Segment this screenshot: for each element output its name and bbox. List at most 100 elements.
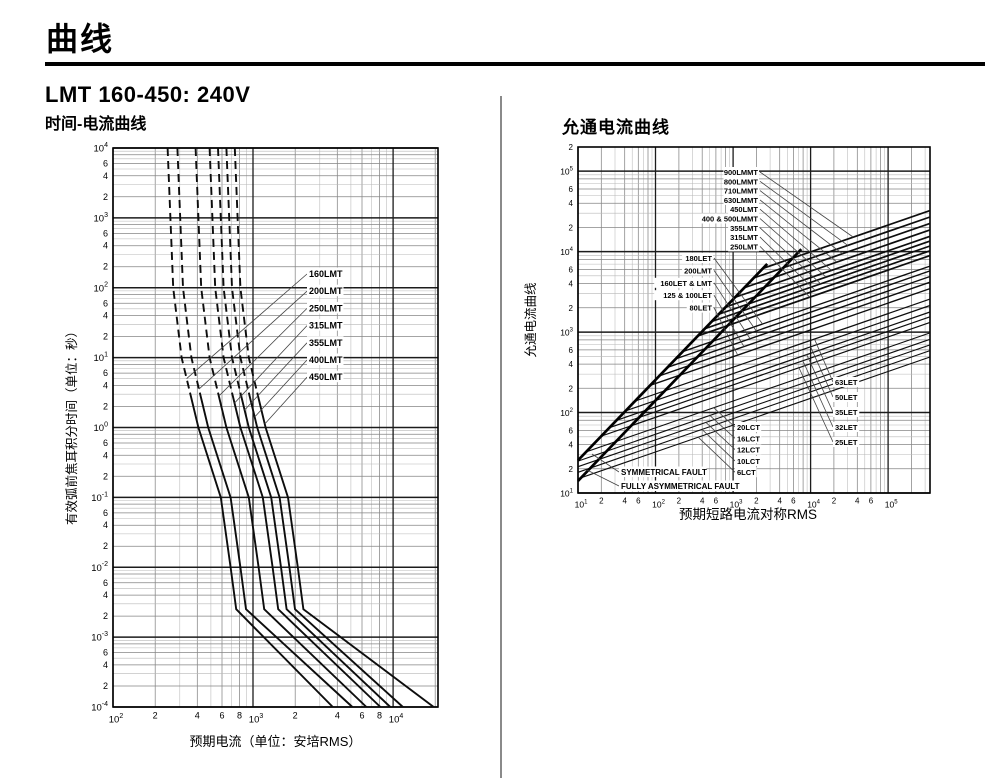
x-minor-tick: 6 [791,497,796,506]
curve-160LMT-prearc [166,147,191,393]
let-through-curves [577,209,931,482]
label-leader-16LCT [709,415,736,439]
label-leader-400 & 500LMMT [759,218,827,278]
y-minor-tick: 2 [569,304,574,313]
y-minor-tick: 4 [569,360,574,369]
curve-label-900LMMT: 900LMMT [724,168,759,177]
label-mask [728,241,759,252]
legend-leader-355LMT [244,342,308,411]
curve-450LMT-prearc [233,147,259,393]
tick-label-10e-2: 10-2 [91,561,108,574]
tick-label-10e4: 104 [389,713,404,726]
label-mask [728,232,759,243]
x-minor-tick: 4 [778,497,783,506]
label-leader-50LET [810,346,834,398]
label-leader-450LMT [759,208,832,271]
label-mask [723,176,759,187]
y-minor-tick: 2 [569,223,574,232]
curve-250LMT [217,392,368,708]
label-mask [833,407,860,417]
tick-label-10e-3: 10-3 [91,631,108,644]
x-minor-tick: 2 [677,497,682,506]
label-leader-6LCT [697,436,736,473]
x-minor-tick: 6 [219,711,224,721]
curve-label-400LMT: 400LMT [309,355,343,365]
label-leader-200LMT [713,270,757,332]
tick-label-10e5: 105 [885,500,898,510]
curve-355LMT-prearc [217,147,242,393]
tick-label-10e2: 102 [94,282,109,295]
y-minor-tick: 4 [103,520,108,530]
curve-450LMT [256,392,435,708]
page-title: 曲线 [46,21,115,57]
curve-355LMT [239,392,391,708]
title-rule [45,62,985,66]
tick-label-10e4: 104 [807,500,820,510]
label-leader-160LET & LMT [713,282,751,339]
y-minor-tick: 6 [103,228,108,238]
x-minor-tick: 4 [335,711,340,721]
ref-label-symmetrical-fault: SYMMETRICAL FAULT [621,468,707,477]
label-mask [735,455,762,466]
tick-label-10e2: 102 [560,408,573,418]
label-mask [735,422,762,432]
legend-leader-450LMT [264,376,308,425]
x-minor-tick: 4 [700,497,705,506]
right-xaxis-title: 预期短路电流对称RMS [679,507,817,522]
label-leader-20LCT [713,407,736,428]
tick-label-10e3: 103 [730,500,743,510]
curve-label-355LMT: 355LMT [309,338,343,348]
curve-label-160LET & LMT: 160LET & LMT [660,279,712,288]
legend-leader-250LMT [218,308,308,397]
label-mask [307,284,344,297]
tick-label-10e5: 105 [560,167,573,177]
label-mask [735,444,762,455]
label-leader-12LCT [705,422,736,450]
label-mask [654,277,713,288]
tick-labels: 102 103 104 2 4 6 8 2 4 6 8 10-4 10-3 10-2 10-1 100 101 1… [91,142,403,726]
tick-label-10e0: 100 [94,421,109,434]
curve-label-25LET: 25LET [835,438,858,447]
y-minor-tick: 4 [103,241,108,251]
curve-label-630LMMT: 630LMMT [724,196,759,205]
label-mask [735,467,757,478]
curve-label-125 & 100LET: 125 & 100LET [663,291,712,300]
curve-400LMT [247,392,404,708]
label-mask [728,204,759,215]
curve-label-80LET: 80LET [689,304,712,313]
x-minor-tick: 4 [195,711,200,721]
label-mask [619,466,707,477]
tick-label-10e3: 103 [249,713,264,726]
right-chart-title: 允通电流曲线 [562,118,670,137]
section-title: LMT 160-450: 240V [45,82,251,107]
y-minor-tick: 6 [569,346,574,355]
x-minor-tick: 2 [754,497,759,506]
label-mask [307,267,344,279]
label-mask [619,480,742,491]
tick-label-10e3: 103 [94,212,109,225]
y-minor-tick: 6 [103,438,108,448]
label-mask [833,437,860,447]
legend-leader-315LMT [234,325,308,404]
label-mask [833,392,860,402]
tick-label-10e3: 103 [560,328,573,338]
label-mask [307,319,344,331]
x-minor-tick: 2 [153,711,158,721]
y-minor-tick: 6 [103,159,108,169]
y-minor-tick: 2 [103,401,108,411]
label-leader-25LET [798,367,834,443]
y-minor-tick: 6 [103,578,108,588]
curve-label-32LET: 32LET [835,423,858,432]
y-minor-tick: 6 [103,368,108,378]
label-leader-80LET [713,307,739,356]
right-yaxis-title: 允通电流曲线 [524,282,538,358]
y-minor-tick: 4 [569,441,574,450]
grid-lines [112,147,438,708]
label-leader-32LET [802,360,834,428]
x-minor-tick: 8 [237,711,242,721]
label-mask [728,222,759,233]
x-minor-tick: 6 [869,497,874,506]
legend-leader-160LMT [186,273,308,379]
